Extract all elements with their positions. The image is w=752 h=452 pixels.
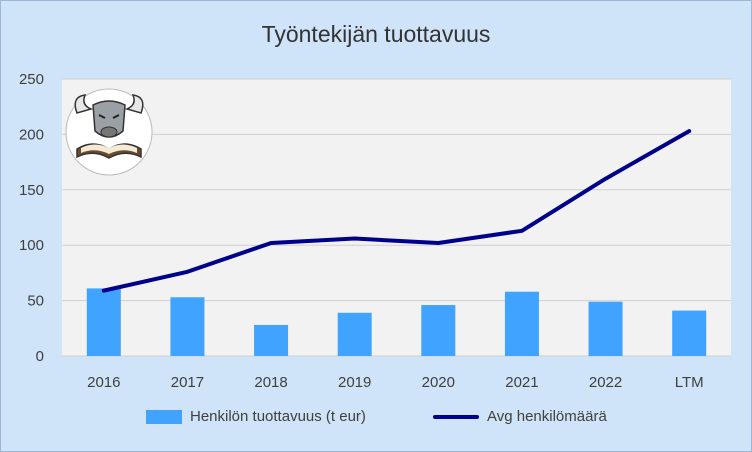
bar	[588, 301, 623, 356]
bar	[170, 297, 205, 356]
line-series	[101, 129, 692, 293]
x-tick-label: 2020	[422, 374, 455, 391]
x-tick-label: LTM	[675, 374, 704, 391]
legend-item-line: Avg henkilömäärä	[433, 408, 607, 425]
y-tick-label: 250	[19, 71, 44, 88]
plot-area	[62, 79, 731, 356]
bar	[672, 310, 707, 356]
bar	[254, 324, 289, 356]
y-tick-label: 0	[36, 348, 44, 365]
x-tick-label: 2019	[338, 374, 371, 391]
x-tick-label: 2021	[505, 374, 538, 391]
bar	[337, 312, 372, 356]
y-tick-label: 200	[19, 126, 44, 143]
x-tick-label: 2016	[87, 374, 120, 391]
y-tick-label: 50	[27, 293, 44, 310]
legend: Henkilön tuottavuus (t eur) Avg henkilöm…	[1, 408, 751, 432]
x-tick-label: 2022	[589, 374, 622, 391]
y-tick-label: 150	[19, 182, 44, 199]
bull-logo-icon	[65, 88, 153, 176]
bar	[504, 291, 539, 356]
chart-title: Työntekijän tuottavuus	[261, 21, 491, 47]
y-axis-ticks: 0 50 100 150 200 250	[19, 71, 44, 365]
legend-swatch-line	[433, 414, 479, 419]
legend-label-line: Avg henkilömäärä	[487, 408, 607, 425]
legend-swatch-bars	[146, 409, 182, 424]
bar-series	[86, 288, 707, 356]
x-tick-label: 2017	[171, 374, 204, 391]
legend-label-bars: Henkilön tuottavuus (t eur)	[190, 408, 366, 425]
x-axis-ticks: 2016 2017 2018 2019 2020 2021 2022 LTM	[87, 374, 704, 391]
x-tick-label: 2018	[254, 374, 287, 391]
legend-item-bars: Henkilön tuottavuus (t eur)	[146, 408, 366, 425]
bar	[86, 288, 121, 356]
bar	[421, 305, 456, 356]
y-tick-label: 100	[19, 237, 44, 254]
